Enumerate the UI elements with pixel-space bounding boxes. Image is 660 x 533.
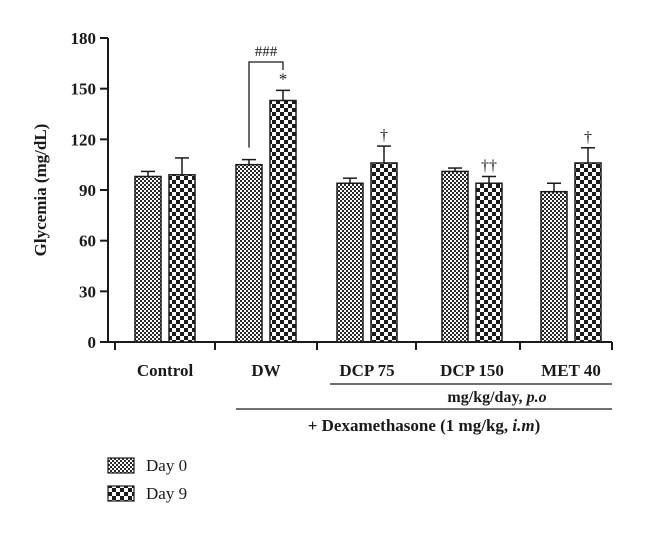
x-tick-label: DW [251, 361, 280, 380]
x-tick-label: MET 40 [541, 361, 601, 380]
bar [168, 174, 196, 343]
significance-label: † [584, 129, 592, 146]
bar [370, 162, 398, 343]
y-tick-label: 60 [79, 232, 96, 251]
legend-swatch [107, 485, 135, 502]
bar [336, 182, 364, 343]
y-axis-label: Glycemia (mg/dL) [31, 124, 50, 257]
x-tick-label: DCP 150 [440, 361, 504, 380]
treatment-label: + Dexamethasone (1 mg/kg, i.m) [308, 416, 541, 435]
axes: 0 30 60 90 120 150 180 Glycemia (mg/dL) Control D… [31, 29, 613, 380]
y-tick-label: 120 [71, 130, 97, 149]
legend-swatch [107, 457, 135, 474]
annotations: ###*††††mg/kg/day, p.o+ Dexamethasone (1… [236, 44, 612, 435]
bar [441, 170, 469, 343]
bar [235, 163, 263, 343]
bar [540, 190, 568, 343]
y-tick-label: 0 [88, 333, 97, 352]
bars [134, 89, 602, 343]
significance-label: * [279, 69, 288, 88]
significance-bracket [248, 61, 284, 148]
bar [475, 182, 503, 343]
bar [134, 175, 162, 343]
significance-label: † [380, 127, 388, 144]
legend: Day 0 Day 9 [107, 456, 187, 503]
x-tick-label: DCP 75 [339, 361, 394, 380]
y-tick-label: 90 [79, 181, 96, 200]
y-tick-label: 30 [79, 282, 96, 301]
y-tick-label: 180 [71, 29, 97, 48]
significance-label: ### [255, 44, 278, 60]
significance-label: †† [481, 157, 497, 174]
bar [269, 99, 297, 343]
dose-label: mg/kg/day, p.o [447, 389, 546, 406]
legend-label: Day 9 [146, 484, 187, 503]
y-tick-label: 150 [71, 80, 97, 99]
legend-label: Day 0 [146, 456, 187, 475]
x-tick-label: Control [137, 361, 194, 380]
bar [574, 162, 602, 343]
